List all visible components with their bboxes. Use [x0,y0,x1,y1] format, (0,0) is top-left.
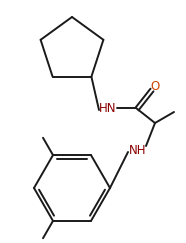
Text: O: O [150,80,160,94]
Text: HN: HN [99,102,117,114]
Text: NH: NH [129,144,147,156]
